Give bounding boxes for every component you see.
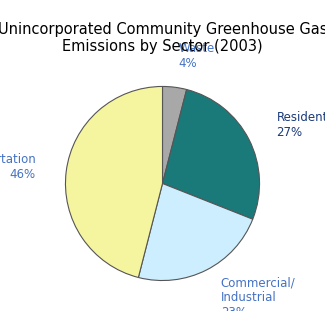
Title: Unincorporated Community Greenhouse Gas
Emissions by Sector (2003): Unincorporated Community Greenhouse Gas …: [0, 22, 325, 54]
Text: Transportation
46%: Transportation 46%: [0, 153, 35, 181]
Wedge shape: [65, 86, 162, 277]
Wedge shape: [138, 183, 253, 281]
Text: Residential
27%: Residential 27%: [277, 111, 325, 139]
Wedge shape: [162, 86, 187, 183]
Text: Waste
4%: Waste 4%: [178, 42, 215, 70]
Text: Commercial/
Industrial
23%: Commercial/ Industrial 23%: [221, 276, 295, 311]
Wedge shape: [162, 90, 260, 219]
